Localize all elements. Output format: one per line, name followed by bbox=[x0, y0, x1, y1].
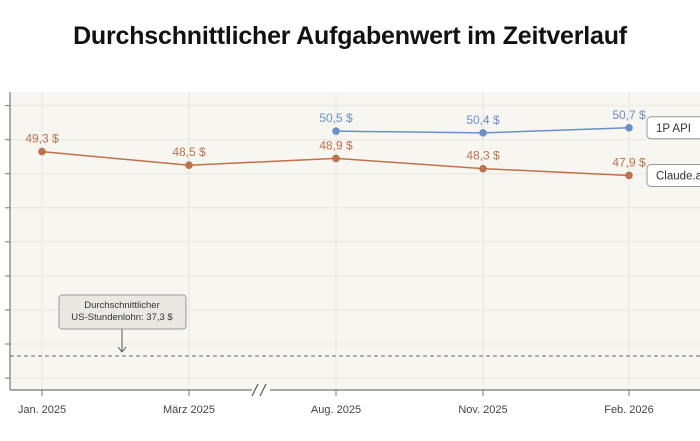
x-tick-label: Aug. 2025 bbox=[311, 404, 361, 416]
data-label: 48,5 $ bbox=[172, 145, 206, 159]
annotation-text: US-Stundenlohn: 37,3 $ bbox=[71, 312, 173, 323]
axis-break-gap bbox=[252, 386, 270, 394]
legend-box bbox=[646, 163, 700, 187]
data-point bbox=[332, 154, 340, 163]
chart-title: Durchschnittlicher Aufgabenwert im Zeitv… bbox=[73, 22, 627, 50]
data-point bbox=[625, 123, 633, 132]
data-label: 48,3 $ bbox=[466, 149, 500, 163]
axis-break-mark bbox=[259, 383, 267, 397]
legend-text: Claude.ai bbox=[656, 170, 700, 182]
x-tick-label: Nov. 2025 bbox=[458, 404, 507, 416]
x-tick-label: Jan. 2025 bbox=[18, 404, 66, 416]
plot-background bbox=[10, 92, 700, 390]
annotation-text: Durchschnittlicher bbox=[84, 300, 160, 311]
data-point bbox=[625, 171, 633, 180]
data-point bbox=[479, 129, 487, 137]
data-point bbox=[185, 161, 193, 170]
legend-box bbox=[646, 116, 700, 140]
legend-label: 1P API bbox=[646, 116, 700, 140]
annotation-arrowhead bbox=[117, 346, 127, 353]
data-label: 50,4 $ bbox=[466, 113, 500, 127]
x-tick-label: März 2025 bbox=[163, 404, 215, 416]
data-label: 50,5 $ bbox=[319, 111, 353, 125]
legend-text: 1P API bbox=[656, 123, 691, 135]
legend-label: Claude.ai bbox=[646, 163, 700, 187]
x-tick-label: Feb. 2026 bbox=[604, 404, 654, 416]
axis-break-mark bbox=[251, 383, 259, 397]
data-label: 47,9 $ bbox=[612, 155, 646, 169]
data-label: 48,9 $ bbox=[319, 138, 353, 152]
data-label: 50,7 $ bbox=[612, 108, 646, 122]
data-point bbox=[38, 147, 46, 156]
data-point bbox=[332, 127, 340, 135]
data-label: 49,3 $ bbox=[25, 132, 59, 146]
data-point bbox=[479, 164, 487, 173]
